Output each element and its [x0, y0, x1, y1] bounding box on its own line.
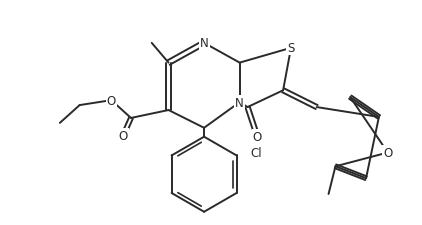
Text: S: S — [287, 42, 295, 55]
Text: O: O — [107, 94, 116, 107]
Text: O: O — [119, 130, 128, 143]
Text: O: O — [383, 146, 392, 159]
Text: Cl: Cl — [251, 146, 262, 159]
Text: O: O — [253, 130, 262, 144]
Text: N: N — [235, 96, 244, 109]
Text: N: N — [200, 37, 208, 50]
